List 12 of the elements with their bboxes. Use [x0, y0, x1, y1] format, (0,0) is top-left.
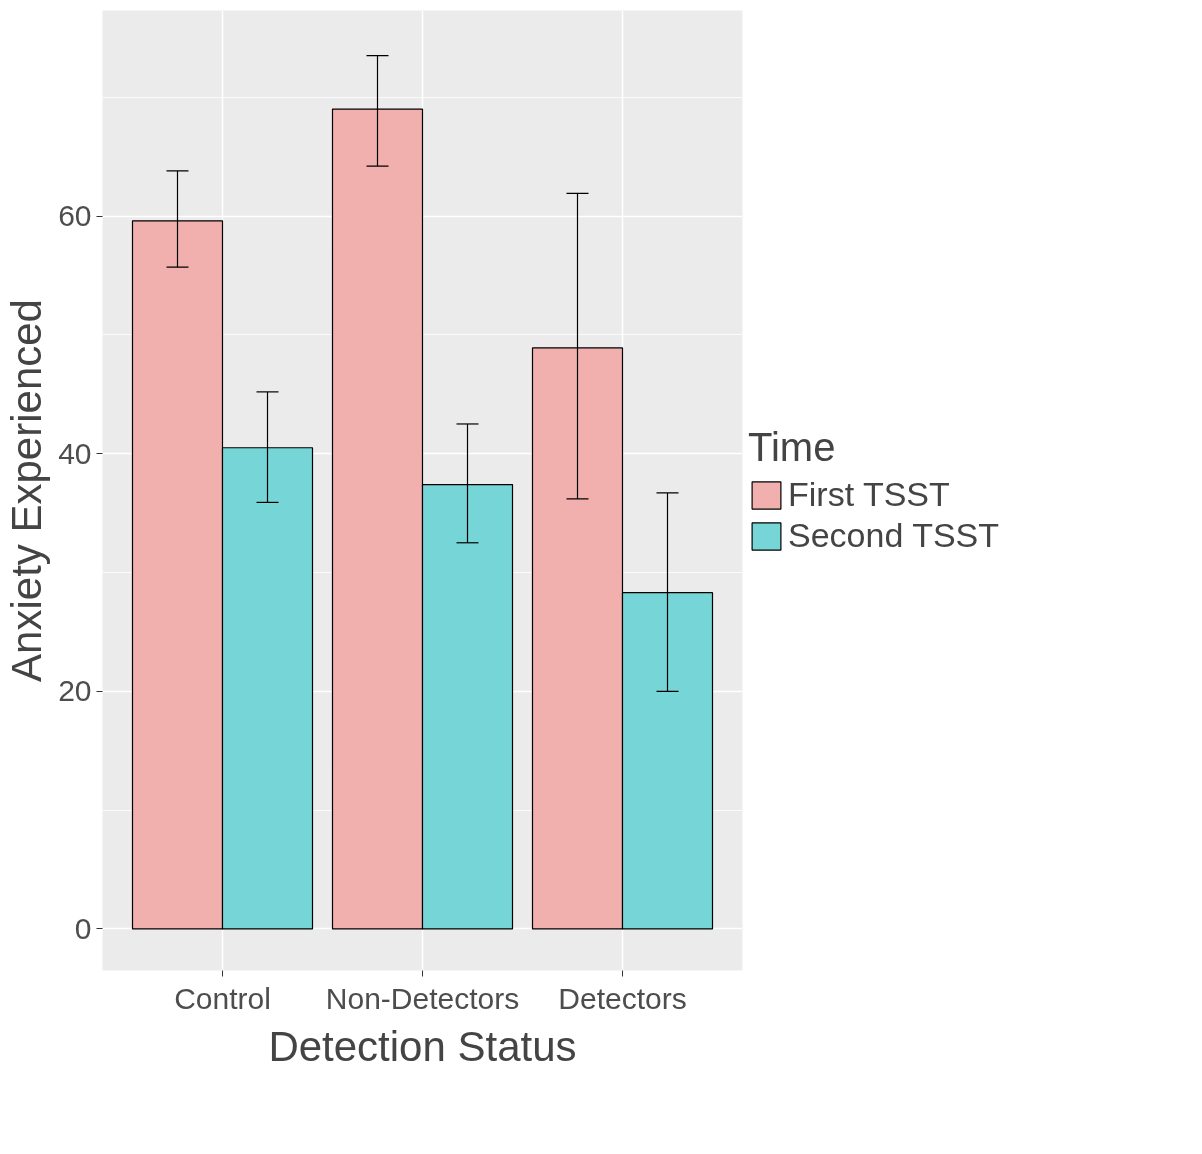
x-tick-label: Control: [174, 981, 271, 1015]
legend-label: Second TSST: [788, 516, 1000, 555]
y-axis-title: Anxiety Experienced: [3, 299, 51, 682]
y-tick-label: 20: [58, 674, 92, 708]
x-tick-label: Non-Detectors: [325, 981, 520, 1015]
x-tick-label: Detectors: [558, 981, 687, 1015]
y-tick-label: 60: [58, 199, 92, 233]
y-tick-label: 0: [74, 911, 92, 945]
legend-title: Time: [748, 425, 837, 470]
y-tick-label: 40: [58, 436, 92, 470]
x-axis-title: Detection Status: [268, 1022, 577, 1070]
legend-label: First TSST: [788, 475, 950, 514]
